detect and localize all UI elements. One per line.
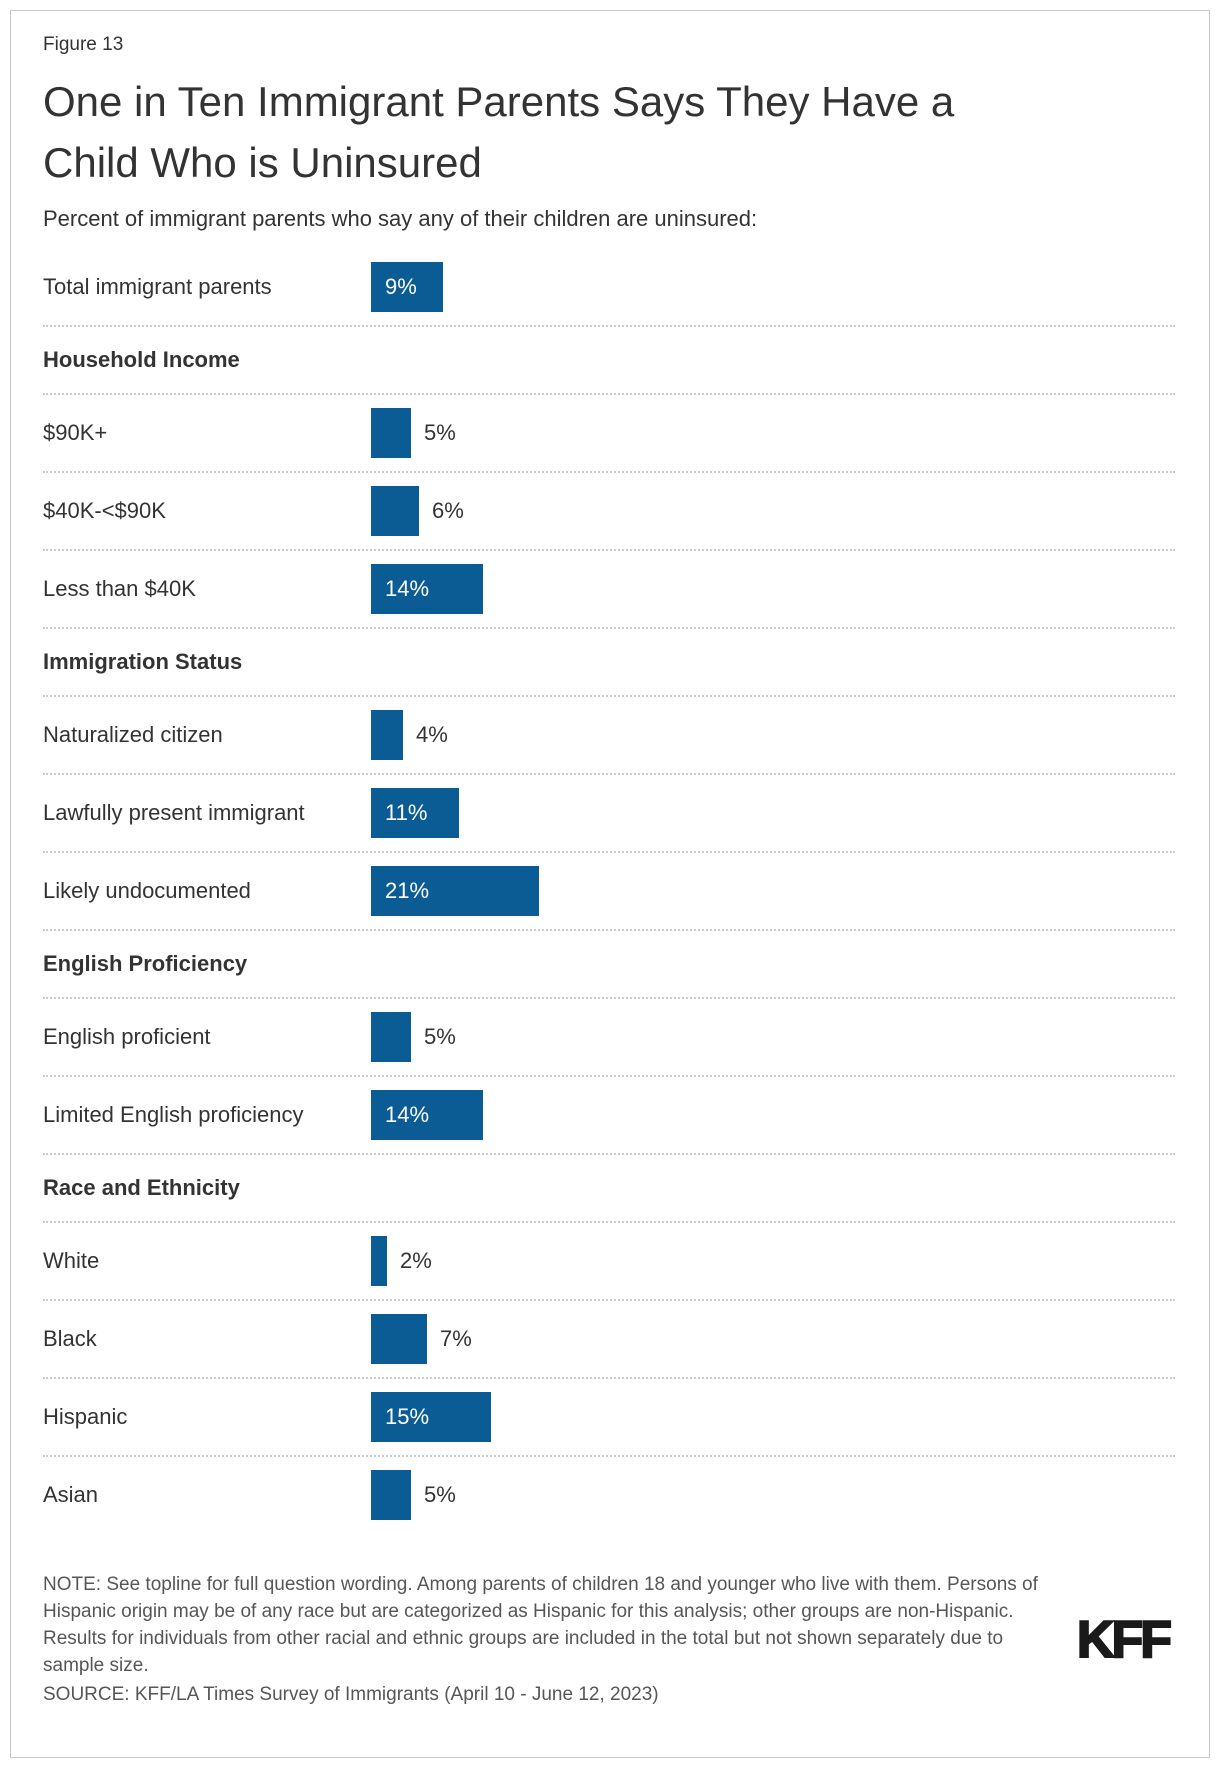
bar: [371, 1470, 411, 1520]
value-label: 7%: [440, 1326, 472, 1351]
bar-row: $40K-<$90K 6%: [43, 471, 1175, 549]
bar-row: Limited English proficiency 14%: [43, 1075, 1175, 1153]
bar-track: 5%: [371, 408, 1175, 458]
note-text: NOTE: See topline for full question word…: [43, 1574, 1038, 1676]
bar-track: 4%: [371, 710, 1175, 760]
bar: [371, 710, 403, 760]
figure-card: Figure 13 One in Ten Immigrant Parents S…: [10, 10, 1210, 1758]
bar: 21%: [371, 866, 539, 916]
bar-track: 2%: [371, 1236, 1175, 1286]
footer-text: NOTE: See topline for full question word…: [43, 1571, 1053, 1708]
bar: [371, 486, 419, 536]
bar: 9%: [371, 262, 443, 312]
value-label: 2%: [400, 1248, 432, 1273]
bar-track: 6%: [371, 486, 1175, 536]
row-label: Less than $40K: [43, 576, 196, 601]
row-label: Black: [43, 1326, 97, 1351]
figure-number: Figure 13: [43, 34, 124, 55]
bar-row: Naturalized citizen 4%: [43, 695, 1175, 773]
bar-row: Lawfully present immigrant 11%: [43, 773, 1175, 851]
value-label: 9%: [385, 274, 417, 299]
bar: 11%: [371, 788, 459, 838]
bar-row: Less than $40K 14%: [43, 549, 1175, 627]
value-label: 6%: [432, 498, 464, 523]
value-label: 14%: [385, 576, 430, 601]
bar-row: Hispanic 15%: [43, 1377, 1175, 1455]
chart-subtitle: Percent of immigrant parents who say any…: [43, 206, 758, 231]
bar-track: 5%: [371, 1012, 1175, 1062]
figure-content: Figure 13 One in Ten Immigrant Parents S…: [11, 11, 1209, 1728]
bar-track: 5%: [371, 1470, 1175, 1520]
bar-row: $90K+ 5%: [43, 393, 1175, 471]
figure-footer: NOTE: See topline for full question word…: [43, 1571, 1175, 1708]
bar-track: 14%: [371, 1090, 1175, 1140]
row-label: $40K-<$90K: [43, 498, 166, 523]
row-label: English proficient: [43, 1024, 211, 1049]
bar-track: 21%: [371, 866, 1175, 916]
bar-row: Total immigrant parents 9%: [43, 249, 1175, 325]
value-label: 11%: [385, 800, 428, 825]
bar-track: 14%: [371, 564, 1175, 614]
bar: 14%: [371, 564, 483, 614]
bar: [371, 1012, 411, 1062]
row-label: Total immigrant parents: [43, 274, 272, 299]
row-label: Asian: [43, 1482, 99, 1507]
chart-title: One in Ten Immigrant Parents Says They H…: [43, 78, 955, 186]
bar-track: 7%: [371, 1314, 1175, 1364]
bar-row: Asian 5%: [43, 1455, 1175, 1533]
source-text: SOURCE: KFF/LA Times Survey of Immigrant…: [43, 1684, 659, 1705]
value-label: 5%: [424, 420, 456, 445]
section-header: Immigration Status: [43, 627, 1175, 695]
value-label: 4%: [416, 722, 448, 747]
row-label: White: [43, 1248, 100, 1273]
section-header: English Proficiency: [43, 929, 1175, 997]
section-header: Household Income: [43, 325, 1175, 393]
value-label: 14%: [385, 1102, 430, 1127]
row-label: Naturalized citizen: [43, 722, 223, 747]
bar-row: English proficient 5%: [43, 997, 1175, 1075]
bar-track: 11%: [371, 788, 1175, 838]
bar-row: White 2%: [43, 1221, 1175, 1299]
bar-row: Black 7%: [43, 1299, 1175, 1377]
kff-logo: KFF: [1076, 1610, 1173, 1669]
row-label: Lawfully present immigrant: [43, 800, 305, 825]
bar: 14%: [371, 1090, 483, 1140]
section-header: Race and Ethnicity: [43, 1153, 1175, 1221]
value-label: 21%: [385, 878, 430, 903]
bar-track: 9%: [371, 262, 1175, 312]
bar-track: 15%: [371, 1392, 1175, 1442]
bar: 15%: [371, 1392, 491, 1442]
bar: [371, 1236, 387, 1286]
row-label: Likely undocumented: [43, 878, 251, 903]
row-label: Limited English proficiency: [43, 1102, 304, 1127]
bar-row: Likely undocumented 21%: [43, 851, 1175, 929]
row-label: $90K+: [43, 420, 108, 445]
bar-chart: Total immigrant parents 9% Household Incom…: [43, 249, 1175, 1533]
bar: [371, 1314, 427, 1364]
value-label: 15%: [385, 1404, 430, 1429]
bar: [371, 408, 411, 458]
row-label: Hispanic: [43, 1404, 128, 1429]
value-label: 5%: [424, 1024, 456, 1049]
value-label: 5%: [424, 1482, 456, 1507]
